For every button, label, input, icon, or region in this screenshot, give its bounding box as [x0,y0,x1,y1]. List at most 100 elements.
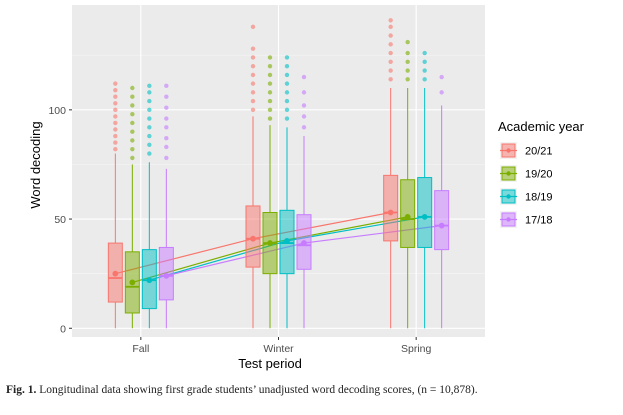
outlier-point [250,46,256,51]
boxplot-winter-17-18 [296,74,312,329]
outlier-point [284,55,290,60]
outlier-point [130,112,135,117]
outlier-point [130,129,135,134]
boxplot-spring-20-21 [383,18,399,329]
outlier-point [250,72,256,78]
outlier-point [388,24,393,30]
outlier-point [301,90,307,95]
outlier-point [147,133,152,139]
mean-point [301,240,307,246]
outlier-point [164,155,169,161]
outlier-point [250,98,256,104]
mean-point [438,222,445,229]
outlier-point [147,116,152,121]
outlier-point [301,114,307,119]
legend-key-point [506,217,511,222]
boxplot-fall-18-19 [141,83,157,329]
mean-point [163,272,170,279]
mean-point [404,213,411,220]
caption-label: Fig. 1. [6,384,37,396]
outlier-point [388,77,393,82]
outlier-point [439,74,444,80]
box [383,174,399,242]
outlier-point [130,120,135,126]
outlier-point [301,74,307,80]
y-tick-label: 0 [60,323,66,335]
outlier-point [250,24,256,30]
outlier-point [284,90,290,95]
outlier-point [113,101,118,106]
outlier-point [422,68,427,73]
y-axis-title: Word decoding [28,121,43,208]
y-tick-label: 50 [54,214,66,226]
outlier-point [164,105,169,110]
legend-key-point [506,148,511,153]
outlier-point [147,151,152,156]
outlier-point [439,90,444,95]
outlier-point [301,125,307,130]
legend-item-18-19: 18/19 [500,188,553,205]
outlier-point [164,136,169,141]
outlier-point [405,59,410,64]
mean-point [146,277,153,284]
outlier-point [250,90,256,95]
box [417,177,433,248]
outlier-point [388,68,393,73]
gridlines [72,5,485,337]
outlier-point [113,107,118,113]
x-axis-title: Test period [238,356,302,371]
outlier-point [267,90,273,95]
outlier-point [147,142,152,147]
outlier-point [164,94,169,99]
outlier-point [113,133,118,139]
mean-point [284,237,290,244]
legend: Academic year 20/21 19/20 18/19 17/18 [498,119,585,228]
boxplot-spring-19-20 [400,39,416,329]
boxplot-fall-19-20 [124,85,140,329]
outlier-point [388,18,393,23]
outlier-point [250,55,256,60]
outlier-point [284,72,290,78]
legend-title: Academic year [498,119,585,134]
outlier-point [267,116,273,121]
outlier-point [130,85,135,91]
outlier-point [284,81,290,86]
outlier-point [284,63,290,69]
boxplot-fall-17-18 [158,83,174,329]
outlier-point [113,114,118,119]
outlier-point [267,98,273,104]
outlier-point [388,59,393,64]
outlier-point [130,146,135,152]
outlier-point [113,81,118,86]
outlier-point [284,107,290,113]
legend-key-point [506,171,511,176]
legend-item-19-20: 19/20 [500,165,553,182]
legend-key-point [506,194,511,199]
outlier-point [388,33,393,38]
outlier-point [130,155,135,161]
boxplot-winter-18-19 [279,55,295,329]
legend-label: 20/21 [525,146,553,158]
outlier-point [130,103,135,108]
outlier-point [422,59,427,64]
outlier-point [113,94,118,99]
outlier-point [267,63,273,69]
outlier-point [164,144,169,150]
boxplots [107,18,450,329]
outlier-point [405,39,410,45]
outlier-point [284,98,290,104]
figure-caption: Fig. 1. Longitudinal data showing first … [6,384,618,396]
outlier-point [113,87,118,93]
legend-item-17-18: 17/18 [500,211,553,228]
outlier-point [164,116,169,121]
x-axis: Fall Winter Spring [132,337,431,355]
outlier-point [267,55,273,60]
x-tick-label: Winter [263,343,294,355]
outlier-point [250,63,256,69]
outlier-point [422,50,427,56]
outlier-point [147,90,152,95]
legend-item-20-21: 20/21 [500,142,553,159]
box [400,179,416,248]
outlier-point [405,77,410,82]
x-tick-label: Fall [132,343,149,355]
